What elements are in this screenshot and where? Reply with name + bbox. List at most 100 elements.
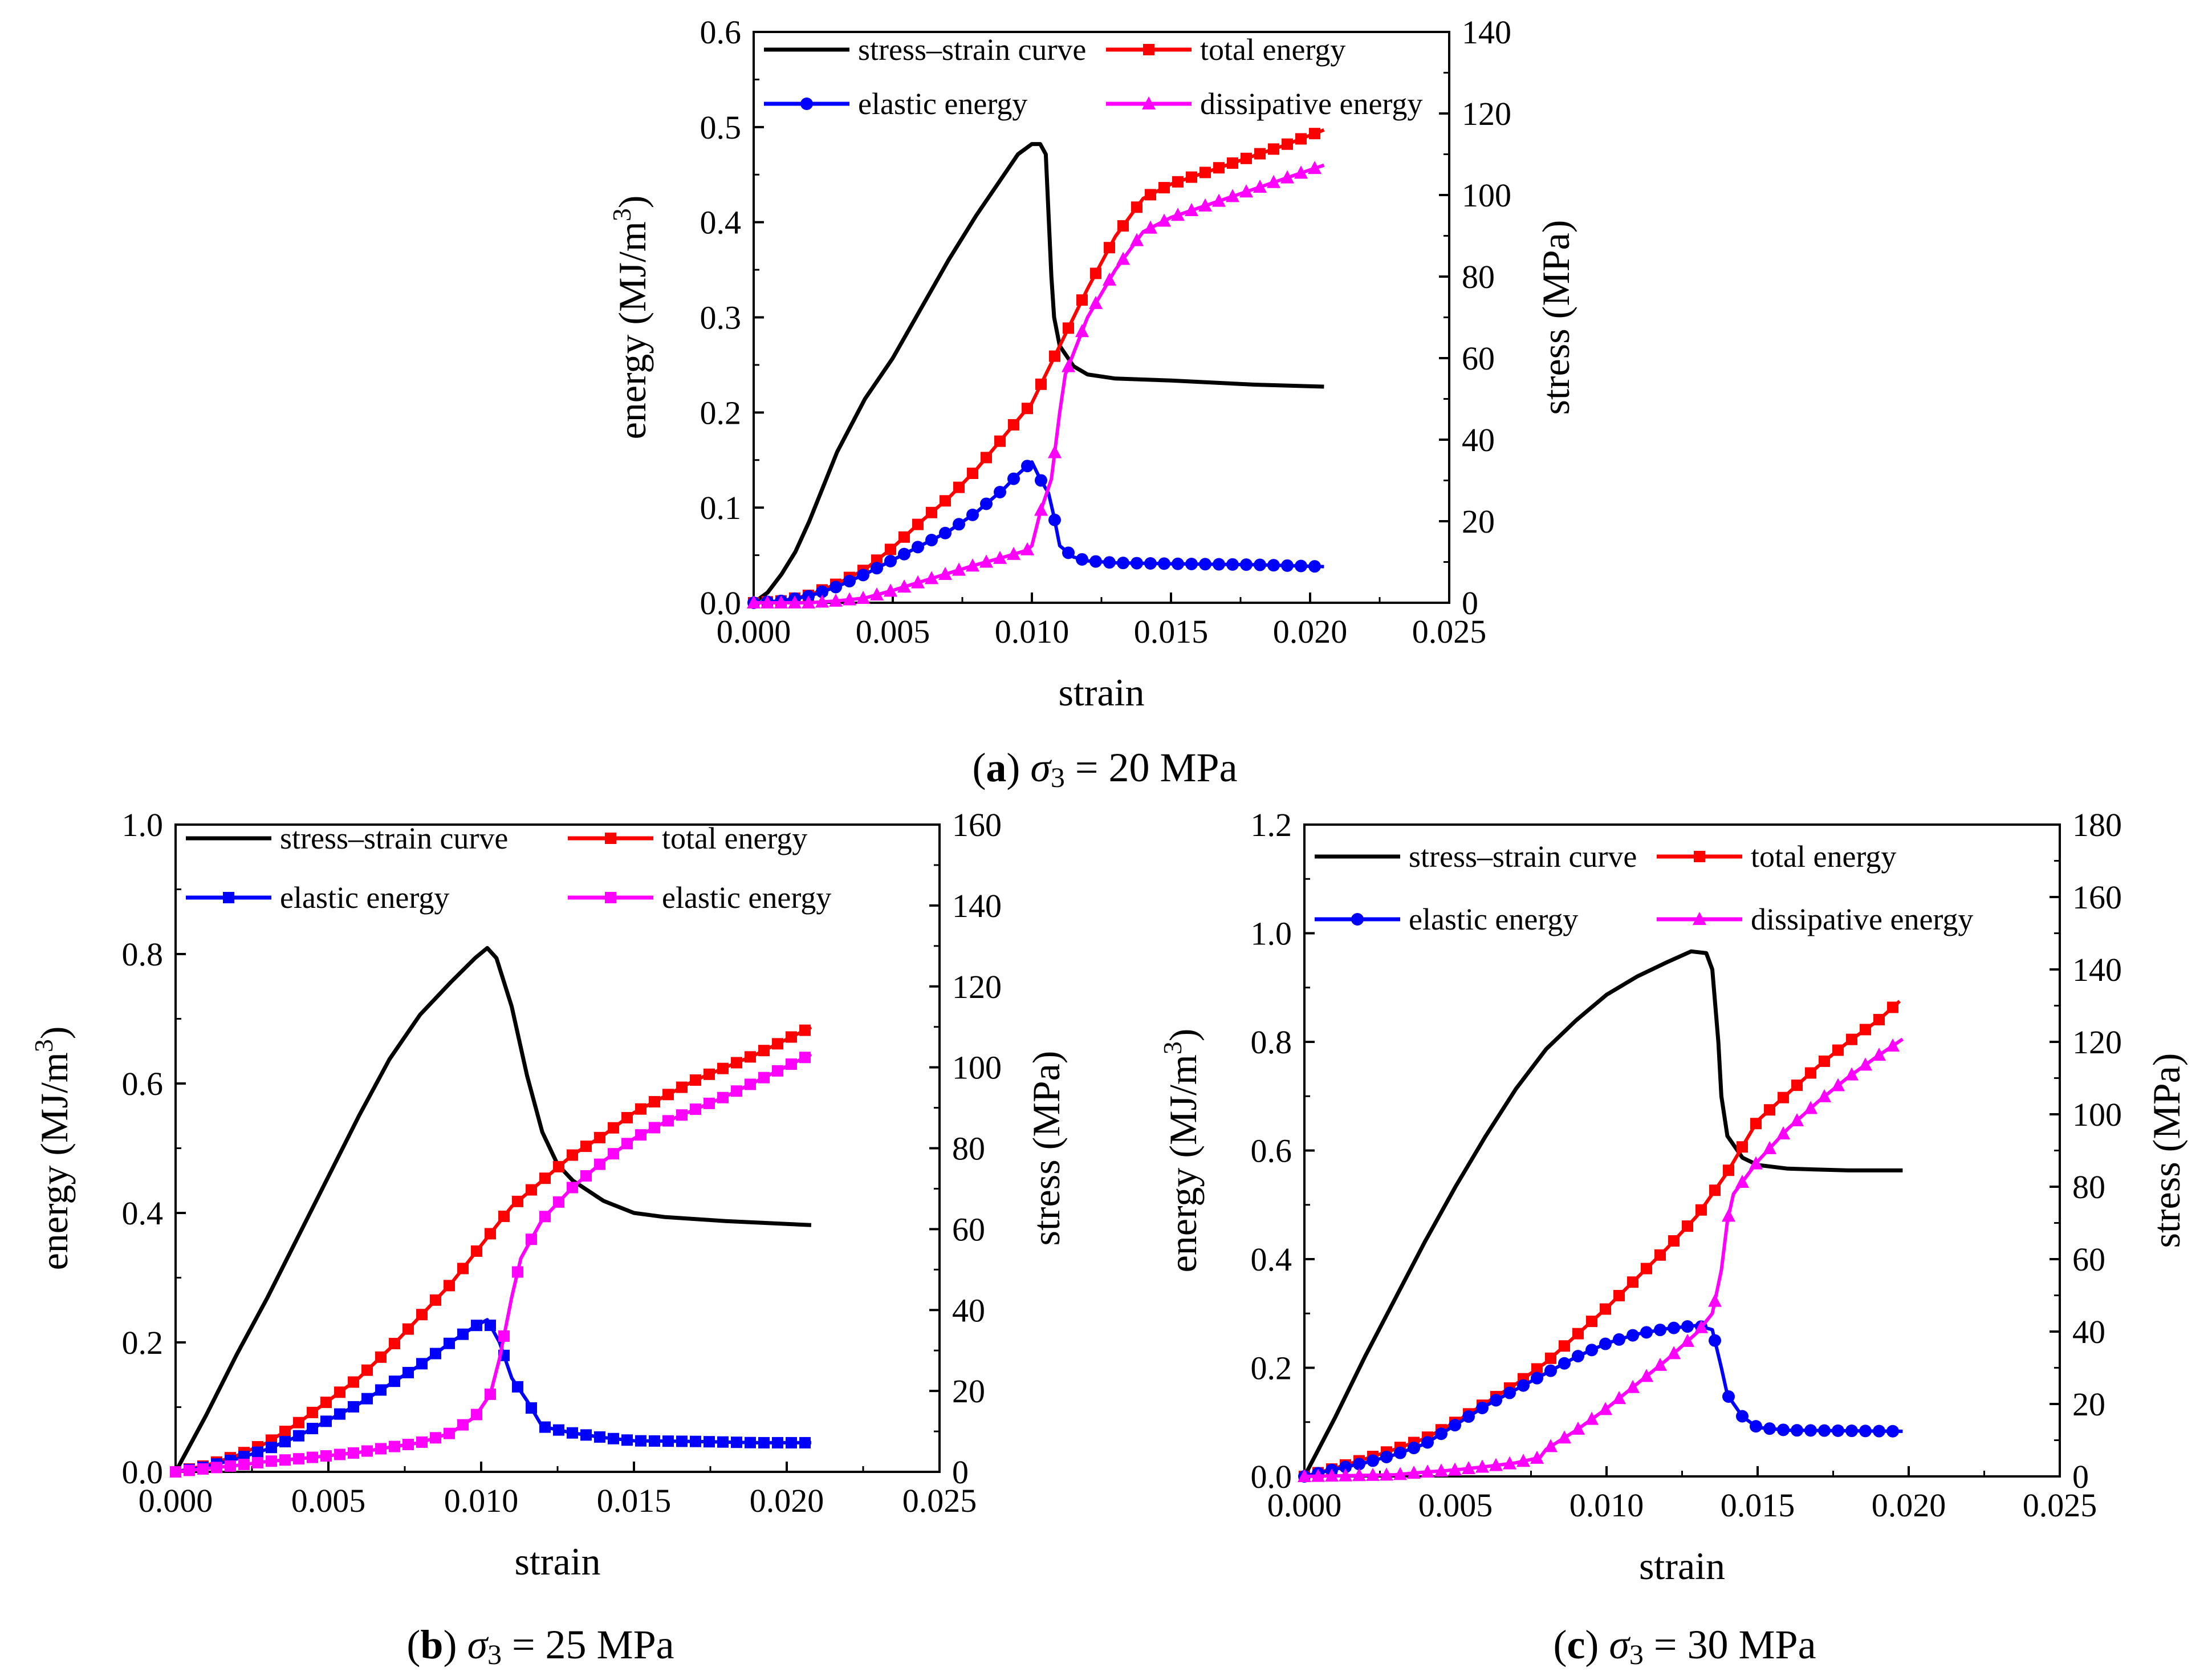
x-axis-title: strain [1058,671,1144,714]
point-elastic [1199,558,1211,571]
y-left-tick-label: 0.4 [1251,1241,1292,1278]
point-elastic [1394,1446,1406,1459]
point-elastic [1281,559,1294,572]
point-total [279,1426,291,1438]
point-elastic [662,1435,674,1447]
point-dissipative [1640,1369,1653,1382]
point-elastic [925,534,938,547]
point-total [1778,1091,1789,1103]
point-dissipative [1034,502,1048,516]
point-dissipative [1352,1468,1366,1482]
point-total [1309,128,1320,140]
point-dissipative [567,1182,578,1194]
point-total [1695,1204,1707,1216]
point-elastic [444,1337,455,1349]
point-total [485,1228,496,1240]
x-tick-label: 0.000 [139,1482,213,1519]
point-dissipative [870,587,884,600]
point-elastic [884,554,897,567]
point-dissipative [553,1196,564,1208]
point-dissipative [1653,1357,1667,1371]
point-elastic [704,1436,715,1448]
point-elastic [799,1436,811,1448]
point-elastic [594,1431,605,1443]
point-elastic [1832,1424,1844,1437]
point-dissipative [621,1138,633,1150]
y-right-axis-title: stress (MPa) [1534,220,1577,415]
point-elastic [608,1433,619,1444]
y-right-tick-label: 0 [1462,585,1478,622]
point-dissipative [1544,1439,1558,1452]
y-left-axis-title: energy (MJ/m3) [607,196,654,440]
point-elastic [1736,1410,1749,1423]
y-left-tick-label: 0.6 [122,1065,164,1102]
caption-c: (c) σ3 = 30 MPa [1553,1622,1816,1670]
point-total [1819,1055,1830,1067]
point-total [1641,1263,1652,1275]
point-elastic [1421,1436,1434,1449]
point-dissipative [993,550,1007,564]
point-elastic [857,569,869,582]
point-dissipative [1763,1141,1776,1154]
y-right-tick-label: 20 [2072,1386,2105,1423]
legend: stress–strain curve total energy elastic e… [186,821,831,915]
y-right-tick-label: 140 [2072,951,2122,988]
point-dissipative [731,1085,742,1097]
point-total [1131,201,1142,213]
point-dissipative [884,583,897,597]
point-dissipative [799,1052,811,1064]
y-right-tick-label: 40 [952,1292,985,1329]
y-right-tick-label: 160 [2072,879,2122,916]
point-dissipative [1776,1126,1790,1140]
point-dissipative [1530,1450,1544,1464]
point-elastic [1845,1425,1858,1438]
y-left-tick-label: 0.3 [700,299,742,336]
y-right-tick-label: 80 [1462,258,1495,295]
point-elastic [1722,1390,1735,1403]
point-elastic [1476,1401,1489,1414]
point-elastic [1818,1424,1831,1437]
point-total [1805,1067,1816,1079]
point-dissipative [348,1447,359,1459]
point-total [1873,1014,1885,1026]
point-elastic [1435,1427,1447,1440]
point-dissipative [1585,1411,1599,1425]
point-dissipative [1253,179,1267,193]
y-right-tick-label: 140 [1462,14,1511,51]
y-right-tick-label: 60 [1462,340,1495,377]
x-tick-label: 0.000 [1267,1487,1342,1524]
point-total [1654,1249,1666,1261]
point-total [1600,1303,1611,1315]
point-total [1104,242,1115,254]
point-total [1613,1289,1625,1301]
point-elastic [1308,560,1321,573]
point-elastic [252,1446,263,1458]
point-dissipative [1503,1456,1516,1470]
series-stress [752,142,1324,604]
point-elastic [1339,1460,1352,1474]
point-elastic [580,1429,592,1441]
y-right-tick-label: 120 [2072,1024,2122,1061]
point-dissipative [512,1266,523,1278]
y-left-tick-label: 0.0 [700,585,742,622]
point-dissipative [361,1445,373,1457]
point-total [898,531,910,543]
point-dissipative [539,1211,551,1223]
y-right-tick-label: 40 [2072,1313,2105,1350]
legend-label-dissipative: elastic energy [662,880,831,915]
point-total [967,467,978,479]
y-right-tick-label: 60 [2072,1241,2105,1278]
point-elastic [1681,1320,1694,1333]
point-elastic [1353,1458,1365,1471]
legend-marker-total [605,833,616,844]
point-elastic [1763,1422,1776,1435]
point-dissipative [1198,198,1212,212]
point-elastic [816,585,828,598]
point-total [994,435,1006,447]
y-left-tick-label: 1.0 [122,806,164,843]
point-total [539,1172,551,1184]
point-elastic [1777,1423,1790,1436]
point-dissipative [1694,1320,1708,1333]
legend-label-total: total energy [662,821,807,855]
